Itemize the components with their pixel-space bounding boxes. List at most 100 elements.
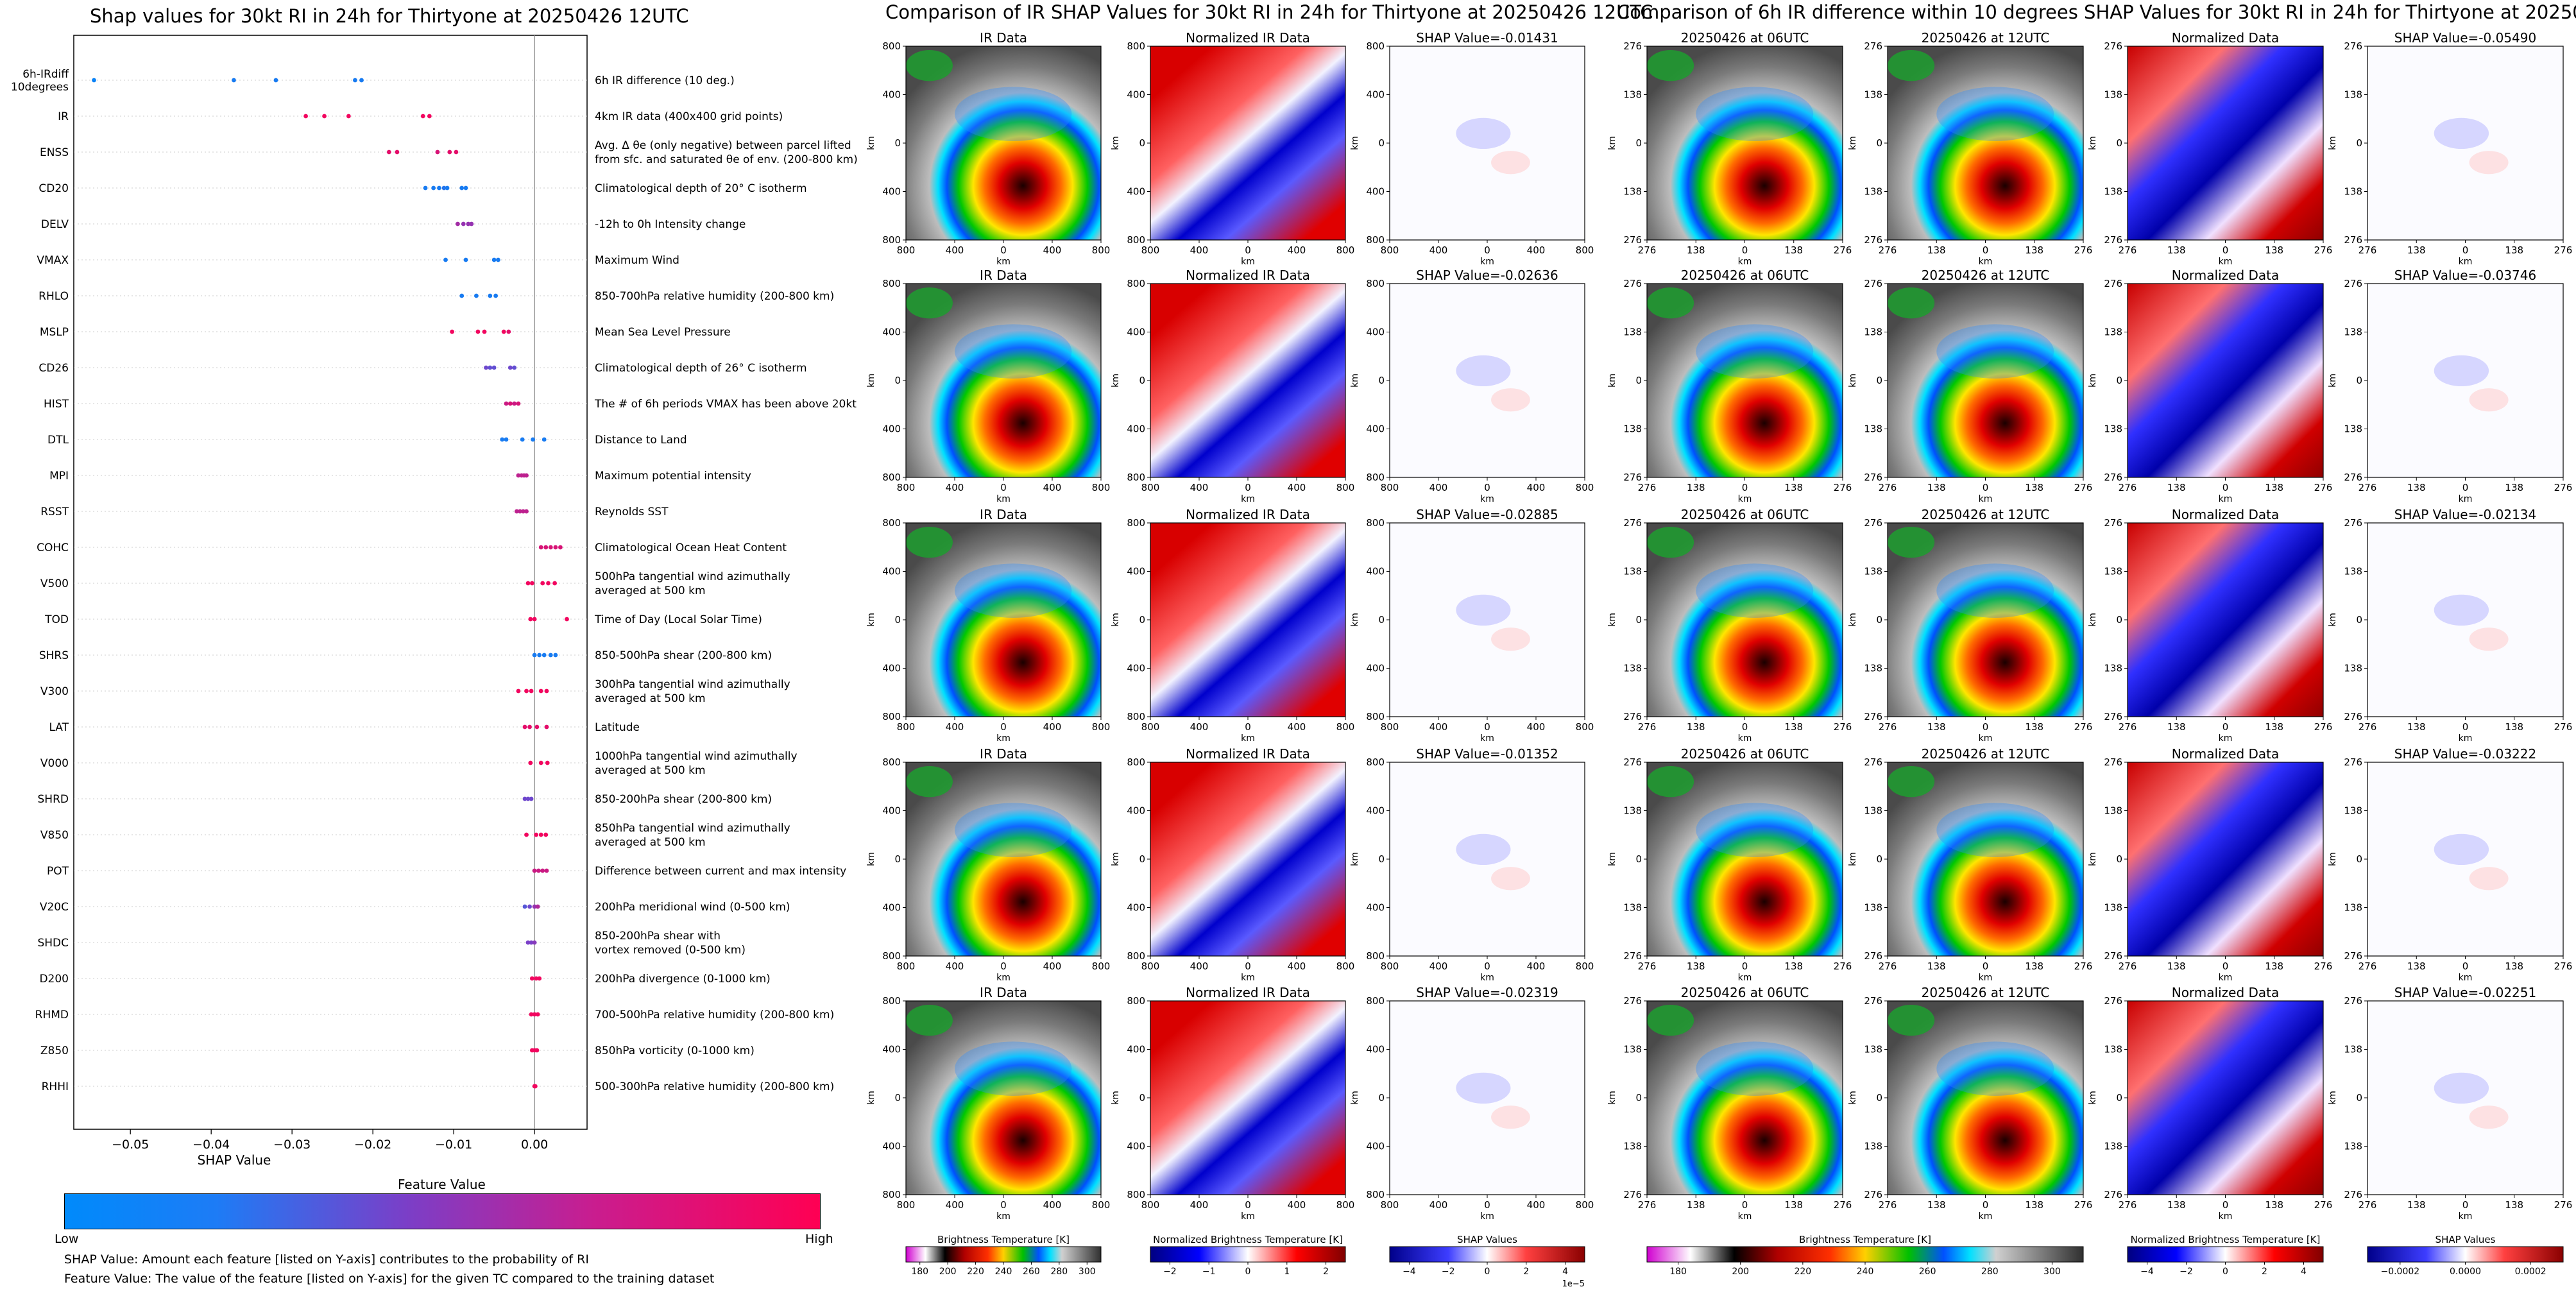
shap-point <box>500 437 505 442</box>
panel-x-tick-label: 138 <box>2407 960 2426 972</box>
panel-x-tick-label: 138 <box>2167 721 2186 733</box>
panel-y-tick-label: 276 <box>1623 234 1642 246</box>
panel-x-tick-label: 800 <box>1141 482 1160 493</box>
shap-point <box>553 545 558 550</box>
shap-hotspot <box>2434 1072 2489 1104</box>
panel-x-tick-label: 800 <box>897 1199 916 1211</box>
feature-label: RHLO <box>38 290 69 303</box>
shap-point <box>466 221 471 226</box>
shap-point <box>532 1012 537 1017</box>
colorbar-tick-label: 220 <box>1794 1267 1811 1277</box>
normalized-image <box>1150 762 1345 956</box>
panel-y-tick-label: 138 <box>2344 327 2362 338</box>
panel-y-tick-label: 276 <box>2104 756 2122 768</box>
colorbar-tick-label: 0 <box>2222 1267 2228 1277</box>
panel-y-tick-label: 276 <box>2344 472 2362 483</box>
panel-y-tick-label: 138 <box>1864 566 1882 577</box>
shap-point <box>443 257 448 262</box>
panel-y-tick-label: 138 <box>1864 663 1882 674</box>
panel-x-tick-label: 0 <box>1000 1199 1007 1211</box>
colorbar-tick-label: −4 <box>1403 1267 1416 1277</box>
panel-y-tick-label: 800 <box>882 1189 901 1200</box>
panel-x-tick-label: 0 <box>1245 1199 1251 1211</box>
panel-y-tick-label: 800 <box>1366 234 1385 246</box>
panel-x-tick-label: 400 <box>1527 721 1546 733</box>
feature-value-note: Feature Value: The value of the feature … <box>64 1272 715 1286</box>
panel-y-tick-label: 0 <box>1635 375 1642 386</box>
panel-title: Normalized Data <box>2172 30 2280 46</box>
panel-x-tick-label: 400 <box>1527 482 1546 493</box>
shap-point <box>491 257 497 262</box>
panel-y-tick-label: 138 <box>1864 805 1882 817</box>
shap-point <box>504 401 509 406</box>
feature-description: Time of Day (Local Solar Time) <box>594 613 762 626</box>
panel-x-axis-label: km <box>2459 733 2473 744</box>
feature-label: RSST <box>40 506 69 518</box>
panel-x-tick-label: 400 <box>1429 721 1448 733</box>
panel-y-axis-label: km <box>1111 852 1121 866</box>
shap-point <box>534 976 539 981</box>
panel-y-tick-label: 0 <box>1635 137 1642 149</box>
panel-y-tick-label: 138 <box>1864 186 1882 198</box>
shap-point <box>537 976 542 981</box>
feature-description: 700-500hPa relative humidity (200-800 km… <box>595 1009 834 1021</box>
panel-x-tick-label: 400 <box>1429 1199 1448 1211</box>
panel-x-tick-label: 0 <box>1742 1199 1748 1211</box>
panel-title: 20250426 at 06UTC <box>1681 30 1809 46</box>
panel-y-axis-label: km <box>2328 613 2338 627</box>
panel-y-tick-label: 800 <box>1366 756 1385 768</box>
panel-y-tick-label: 138 <box>1864 1141 1882 1152</box>
panel-x-tick-label: 400 <box>1288 1199 1306 1211</box>
panel-y-axis-label: km <box>2088 136 2098 150</box>
panel-x-tick-label: 0 <box>1000 482 1007 493</box>
shap-point <box>544 724 549 730</box>
panel-x-tick-label: 0 <box>2222 244 2229 256</box>
panel-x-tick-label: 276 <box>2554 1199 2573 1211</box>
shap-point <box>538 832 543 837</box>
shap-point <box>522 904 527 909</box>
colorbar-tick-label: −1 <box>1202 1267 1216 1277</box>
panel-y-tick-label: 0 <box>1635 853 1642 865</box>
ir-diff-comparison-title: Comparison of 6h IR difference within 10… <box>1617 1 2576 23</box>
panel-x-axis-label: km <box>1480 494 1494 504</box>
shap-point <box>532 653 537 658</box>
panel-y-tick-label: 276 <box>2344 756 2362 768</box>
feature-description: 300hPa tangential wind azimuthally <box>595 678 790 691</box>
shap-hotspot <box>1456 1072 1511 1104</box>
panel-x-tick-label: 0 <box>1742 721 1748 733</box>
panel-y-tick-label: 400 <box>1127 663 1145 674</box>
shap-point <box>542 437 547 442</box>
panel-x-tick-label: 138 <box>2025 721 2043 733</box>
shap-point <box>475 329 481 334</box>
shap-point <box>506 329 511 334</box>
panel-y-tick-label: 276 <box>2104 40 2122 52</box>
panel-x-tick-label: 0 <box>2222 482 2229 493</box>
panel-title: Normalized Data <box>2172 268 2280 283</box>
panel-title: Normalized IR Data <box>1186 268 1310 283</box>
panel-y-tick-label: 276 <box>1623 1189 1642 1200</box>
panel-y-tick-label: 0 <box>894 853 901 865</box>
shap-point <box>508 365 513 370</box>
panel-x-tick-label: 138 <box>2505 721 2523 733</box>
panel-y-tick-label: 400 <box>882 186 901 198</box>
panel-x-tick-label: 800 <box>1381 1199 1399 1211</box>
ir-cloud-band <box>955 1041 1072 1096</box>
colorbar-tick-label: 280 <box>1050 1267 1068 1277</box>
panel-y-tick-label: 138 <box>1864 423 1882 435</box>
colorbar-tick-label: −2 <box>2179 1267 2193 1277</box>
panel-x-tick-label: 400 <box>1190 482 1209 493</box>
colorbar-high-label: High <box>805 1232 833 1246</box>
panel-y-tick-label: 400 <box>1366 805 1385 817</box>
panel-x-axis-label: km <box>1480 1211 1494 1222</box>
ir-cloud-band <box>1936 87 2054 141</box>
panel-y-tick-label: 276 <box>1864 234 1882 246</box>
shap-point <box>529 688 534 694</box>
panel-y-tick-label: 400 <box>1366 186 1385 198</box>
panel-y-tick-label: 276 <box>2344 1189 2362 1200</box>
shap-point <box>445 185 450 191</box>
panel-x-tick-label: 400 <box>1043 482 1062 493</box>
feature-description: 850-700hPa relative humidity (200-800 km… <box>595 290 834 303</box>
panel-y-tick-label: 138 <box>2104 566 2122 577</box>
panel-x-tick-label: 400 <box>1043 960 1062 972</box>
